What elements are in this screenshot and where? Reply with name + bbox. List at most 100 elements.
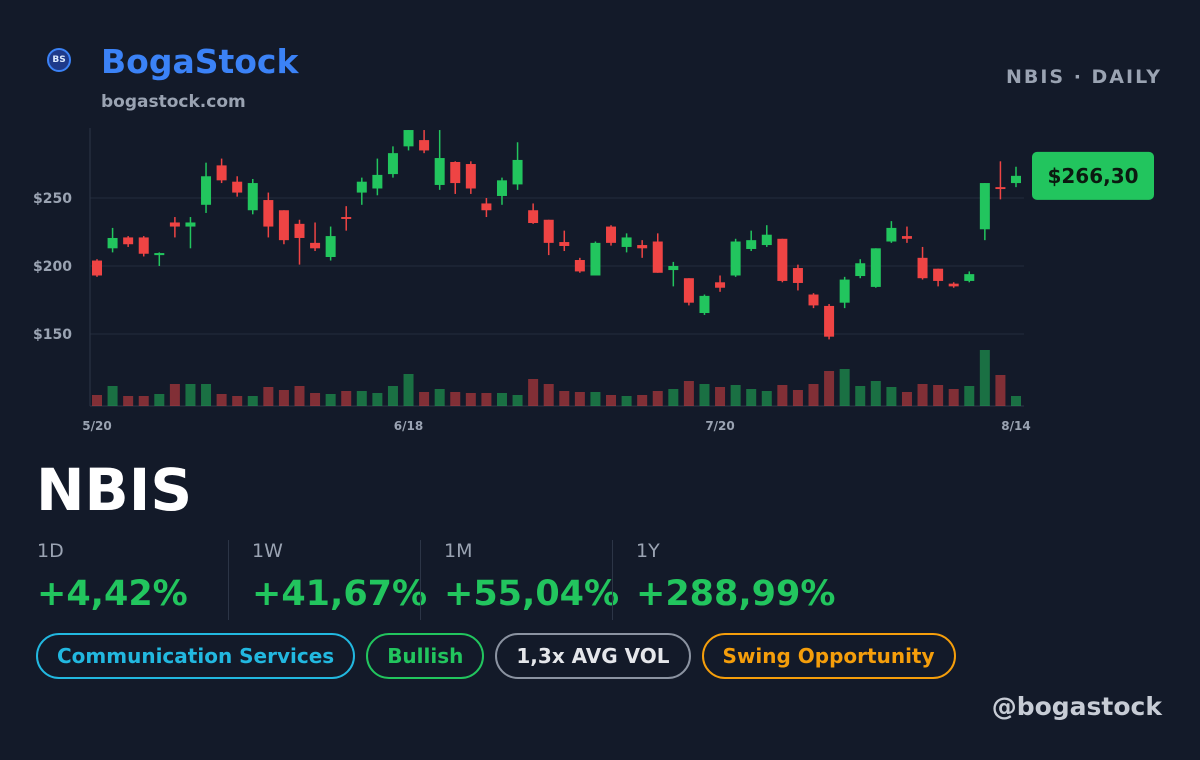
candle-body [559,242,570,246]
volume-bar [792,390,803,406]
tag: 1,3x AVG VOL [495,633,691,679]
candle-body [310,242,321,249]
candle-body [761,234,772,246]
volume-bar [123,396,134,406]
candle-body [652,241,663,273]
ticker: NBIS [36,456,193,524]
volume-bar [216,394,227,406]
stat-period: 1M [444,540,473,562]
candle-body [855,263,866,277]
candle-body [839,279,850,303]
candle-body [294,223,305,238]
tag: Communication Services [36,633,356,679]
candle-body [216,165,227,181]
y-tick-label: $250 [33,191,72,207]
handle: @bogastock [991,692,1162,721]
stat-change: +41,67% [252,574,428,614]
stat-period: 1Y [636,540,660,562]
volume-bar [606,395,617,406]
candle-body [901,236,912,239]
logo: BS [47,48,71,72]
candle-body [387,153,398,175]
volume-bar [901,392,912,406]
candle-body [933,268,944,281]
volume-bar [419,392,430,406]
candle-body [481,203,492,211]
stat-change: +4,42% [37,574,188,614]
volume-bar [543,384,554,406]
stat-period: 1W [252,540,283,562]
volume-bar [169,384,180,406]
brand-url: bogastock.com [101,92,246,112]
y-tick-label: $150 [33,327,72,343]
candle-body [683,278,694,303]
candle-body [201,176,212,205]
candle-body [1011,175,1021,184]
candle-body [450,161,461,184]
symbol-interval: NBIS · DAILY [1005,66,1162,88]
stat: 1M +55,04% [444,540,619,614]
separator [420,540,421,620]
volume-bar [263,387,274,406]
x-tick-label: 8/14 [1001,419,1030,433]
volume-bar [450,392,461,406]
candle-body [792,268,803,283]
volume-bar [232,396,243,406]
volume-bar [995,375,1006,406]
volume-bar [185,384,196,406]
tag: Swing Opportunity [701,633,956,679]
candle-body [341,217,352,219]
volume-bar [964,386,975,406]
volume-bar [621,396,632,406]
volume-bar [979,350,990,406]
candle-body [606,226,617,243]
candle-body [138,237,149,254]
x-tick-label: 6/18 [394,419,423,433]
volume-bar [481,393,492,406]
candle-body [808,294,819,306]
volume-bar [1011,396,1021,406]
x-tick-label: 5/20 [82,419,111,433]
volume-bar [855,386,866,406]
stat-period: 1D [37,540,64,562]
x-tick-label: 7/20 [705,419,734,433]
volume-bar [341,391,352,406]
volume-bar [434,389,445,406]
candle-body [886,227,897,242]
volume-bar [574,392,585,406]
candle-body [512,159,523,185]
volume-bar [496,393,507,406]
volume-bar [824,371,835,406]
volume-bar [528,379,539,406]
stat: 1W +41,67% [252,540,427,614]
candle-body [574,259,585,272]
volume-bar [512,395,523,406]
stat-change: +55,04% [444,574,620,614]
candle-body [356,181,367,193]
volume-bar [590,392,601,406]
brand-name: BogaStock [101,42,299,81]
candle-body [465,164,476,189]
volume-bar [761,391,772,406]
candle-body [824,305,835,337]
volume-bar [933,385,944,406]
volume-bar [138,396,149,406]
candle-body [730,241,741,276]
candle-body [995,187,1006,190]
volume-bar [310,393,321,406]
volume-bar [92,395,102,406]
candle-body [403,130,414,147]
volume-bar [683,381,694,406]
separator [228,540,229,620]
candle-body [699,295,710,314]
price-label: $266,30 [1047,164,1138,188]
candle-body [777,238,788,281]
volume-bar [372,393,383,406]
candle-body [185,222,196,227]
candle-body [590,242,601,276]
candle-body [621,237,632,247]
candle-body [715,282,726,288]
volume-bar [652,391,663,406]
candle-body [169,222,180,227]
